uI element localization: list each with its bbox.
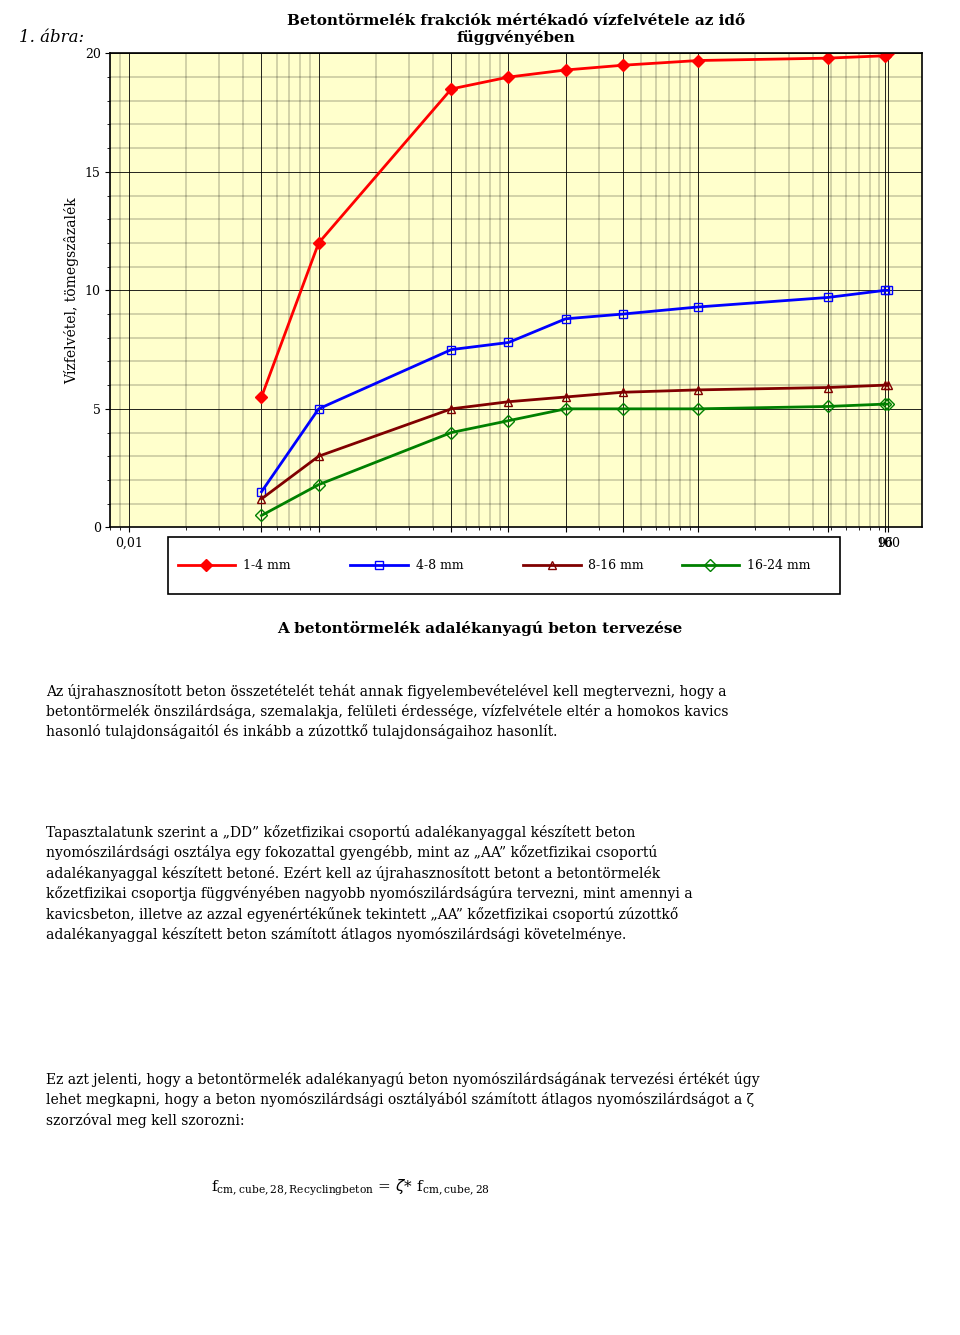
Text: 4-8 mm: 4-8 mm	[416, 559, 464, 571]
16-24 mm	[617, 400, 629, 417]
Text: f$_{\mathregular{cm, cube, 28, Recyclingbeton}}$ = $\zeta$* f$_{\mathregular{cm,: f$_{\mathregular{cm, cube, 28, Recycling…	[211, 1177, 491, 1197]
1-4 mm	[692, 52, 704, 68]
8-16 mm	[822, 379, 833, 395]
1-4 mm	[560, 61, 571, 77]
Text: 1. ábra:: 1. ábra:	[19, 29, 84, 47]
16-24 mm	[313, 477, 324, 493]
8-16 mm	[882, 376, 894, 392]
Text: Tapasztalatunk szerint a „DD” kőzetfizikai csoportú adalékanyaggal készített bet: Tapasztalatunk szerint a „DD” kőzetfizik…	[46, 825, 693, 943]
1-4 mm	[882, 45, 894, 61]
8-16 mm	[503, 394, 515, 410]
16-24 mm	[445, 425, 457, 441]
4-8 mm	[503, 335, 515, 351]
Y-axis label: Vízfelvétel, tömegszâzalék: Vízfelvétel, tömegszâzalék	[64, 198, 79, 383]
Text: Ez azt jelenti, hogy a betontörmelék adalékanyagú beton nyomószilárdságának terv: Ez azt jelenti, hogy a betontörmelék ada…	[46, 1072, 759, 1128]
1-4 mm	[617, 57, 629, 73]
4-8 mm	[255, 483, 267, 499]
4-8 mm	[617, 306, 629, 322]
Title: Betontörmelék frakciók mértékadó vízfelvétele az idő
függvényében: Betontörmelék frakciók mértékadó vízfelv…	[287, 13, 745, 45]
4-8 mm	[692, 299, 704, 315]
4-8 mm	[445, 342, 457, 358]
Text: Az újrahasznosított beton összetételét tehát annak figyelembevételével kell megt: Az újrahasznosított beton összetételét t…	[46, 684, 729, 740]
4-8 mm	[822, 290, 833, 306]
1-4 mm	[445, 81, 457, 97]
Text: A betontörmelék adalékanyagú beton tervezése: A betontörmelék adalékanyagú beton terve…	[277, 621, 683, 635]
Line: 16-24 mm: 16-24 mm	[257, 400, 893, 519]
16-24 mm	[882, 396, 894, 413]
16-24 mm	[560, 400, 571, 417]
1-4 mm	[255, 388, 267, 405]
8-16 mm	[255, 491, 267, 507]
16-24 mm	[503, 413, 515, 429]
16-24 mm	[255, 507, 267, 523]
16-24 mm	[692, 400, 704, 417]
8-16 mm	[445, 400, 457, 417]
8-16 mm	[692, 382, 704, 398]
8-16 mm	[879, 376, 891, 392]
4-8 mm	[882, 283, 894, 299]
Line: 1-4 mm: 1-4 mm	[257, 49, 893, 400]
8-16 mm	[313, 449, 324, 465]
1-4 mm	[503, 69, 515, 85]
1-4 mm	[313, 235, 324, 251]
Text: 16-24 mm: 16-24 mm	[747, 559, 810, 571]
4-8 mm	[879, 283, 891, 299]
1-4 mm	[822, 51, 833, 67]
Text: 8-16 mm: 8-16 mm	[588, 559, 644, 571]
16-24 mm	[879, 396, 891, 413]
4-8 mm	[313, 400, 324, 417]
Line: 8-16 mm: 8-16 mm	[257, 380, 893, 503]
8-16 mm	[617, 384, 629, 400]
1-4 mm	[879, 48, 891, 64]
4-8 mm	[560, 311, 571, 327]
16-24 mm	[822, 398, 833, 414]
X-axis label: Idő, log., óra: Idő, log., óra	[471, 555, 561, 570]
Line: 4-8 mm: 4-8 mm	[257, 286, 893, 495]
Text: 1-4 mm: 1-4 mm	[243, 559, 291, 571]
8-16 mm	[560, 388, 571, 405]
